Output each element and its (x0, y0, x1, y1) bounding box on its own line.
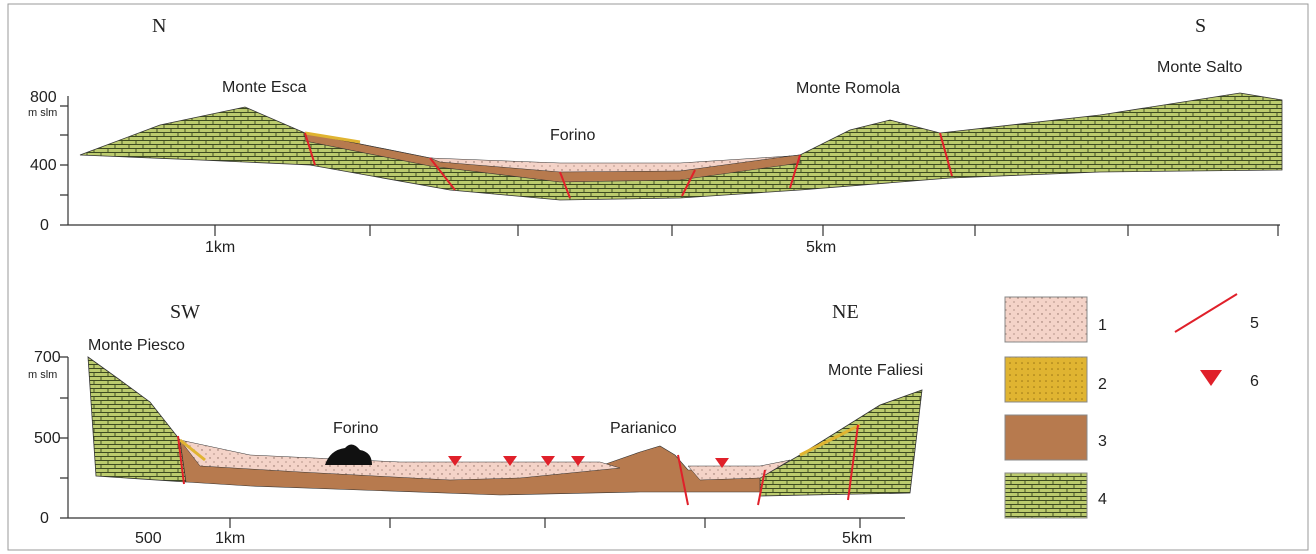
y-tick-label: 700 (34, 349, 61, 366)
x-tick-label: 500 (135, 530, 162, 547)
x-tick-label: 1km (215, 530, 245, 547)
x-tick-label: 1km (205, 239, 235, 256)
legend-label: 4 (1098, 491, 1107, 508)
y-tick-label: 500 (34, 430, 61, 447)
y-axis-unit: m slm (28, 107, 57, 119)
legend-label: 5 (1250, 315, 1259, 332)
direction: NE (832, 301, 859, 323)
x-tick-label: 5km (806, 239, 836, 256)
y-tick-label: 800 (30, 89, 57, 106)
place-label: Monte Salto (1157, 59, 1242, 76)
carbonate-layer (760, 390, 922, 496)
cross-sections: N S Monte Esca Forino Monte Romola Monte… (0, 0, 1316, 554)
bottom-section: SW NE Monte Piesco Forino Parianico Mont… (28, 301, 923, 547)
direction: N (152, 15, 166, 37)
x-tick-label: 5km (842, 530, 872, 547)
place-label: Monte Faliesi (828, 362, 923, 379)
legend-label: 2 (1098, 376, 1107, 393)
settlement (325, 444, 372, 465)
carbonate-layer (88, 357, 186, 482)
legend-fault (1175, 294, 1237, 332)
y-axis-unit: m slm (28, 369, 57, 381)
y-tick-label: 400 (30, 157, 57, 174)
legend-label: 1 (1098, 317, 1107, 334)
legend-swatch (1005, 473, 1087, 518)
legend-swatch (1005, 415, 1087, 460)
y-tick-label: 0 (40, 510, 49, 527)
direction: S (1195, 15, 1206, 37)
legend-swatch (1005, 297, 1087, 342)
place-label: Monte Piesco (88, 337, 185, 354)
legend-spring (1200, 370, 1222, 386)
place-label: Parianico (610, 420, 677, 437)
place-label: Forino (333, 420, 378, 437)
top-section: N S Monte Esca Forino Monte Romola Monte… (28, 15, 1282, 256)
legend: 1 2 3 4 5 6 (1005, 294, 1259, 518)
place-label: Monte Esca (222, 79, 307, 96)
y-tick-label: 0 (40, 217, 49, 234)
place-label: Monte Romola (796, 80, 900, 97)
carbonate-layer (80, 93, 1282, 200)
direction: SW (170, 301, 200, 323)
legend-swatch (1005, 357, 1087, 402)
legend-label: 3 (1098, 433, 1107, 450)
legend-label: 6 (1250, 373, 1259, 390)
place-label: Forino (550, 127, 595, 144)
